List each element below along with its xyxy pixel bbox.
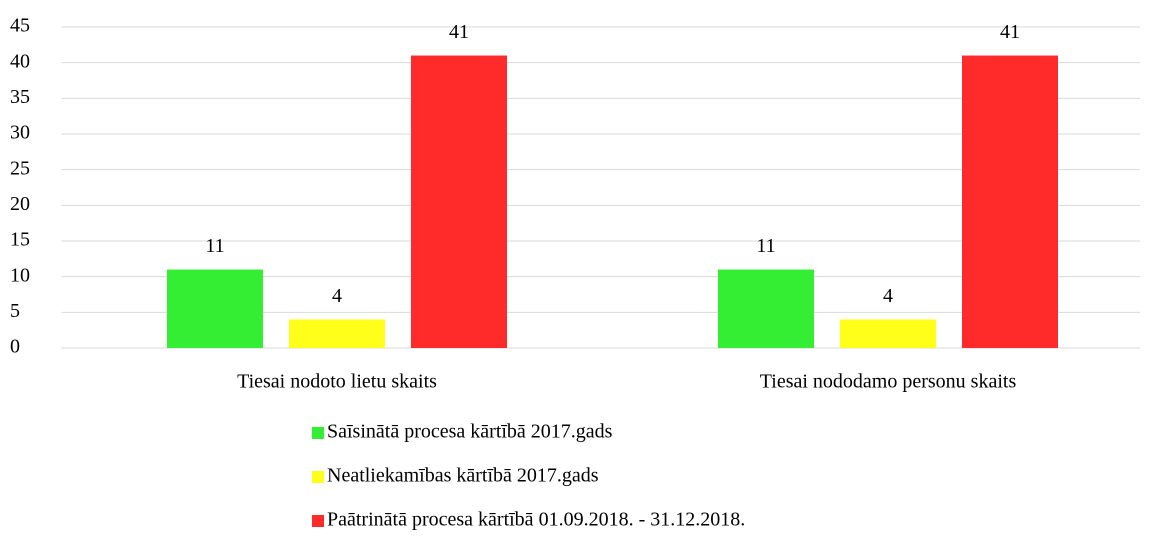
x-tick-label: Tiesai nododamo personu skaits <box>760 371 1017 393</box>
value-label: 41 <box>1000 21 1020 43</box>
legend-label: Paātrinātā procesa kārtībā 01.09.2018. -… <box>327 509 745 531</box>
legend-label: Neatliekamības kārtībā 2017.gads <box>327 465 599 487</box>
legend-label: Saīsinātā procesa kārtībā 2017.gads <box>327 421 613 443</box>
bar <box>718 269 814 348</box>
y-tick-label: 5 <box>10 300 20 322</box>
legend-swatch <box>312 427 324 439</box>
y-tick-label: 20 <box>10 193 30 215</box>
value-label: 11 <box>756 235 775 257</box>
legend-swatch <box>312 471 324 483</box>
value-label: 11 <box>205 235 224 257</box>
value-label: 41 <box>449 21 469 43</box>
y-tick-label: 40 <box>10 50 30 72</box>
bar <box>962 55 1058 349</box>
y-tick-label: 35 <box>10 86 30 108</box>
bar <box>289 319 385 348</box>
y-tick-label: 30 <box>10 122 30 144</box>
bar <box>411 55 507 349</box>
x-tick-label: Tiesai nodoto lietu skaits <box>237 371 437 393</box>
bar <box>840 319 936 348</box>
y-tick-label: 25 <box>10 157 30 179</box>
value-label: 4 <box>883 285 893 307</box>
bar <box>167 269 263 348</box>
legend-swatch <box>312 515 324 527</box>
y-tick-label: 10 <box>10 264 30 286</box>
y-tick-label: 45 <box>10 15 30 37</box>
value-label: 4 <box>332 285 342 307</box>
y-tick-label: 0 <box>10 336 20 358</box>
y-tick-label: 15 <box>10 229 30 251</box>
